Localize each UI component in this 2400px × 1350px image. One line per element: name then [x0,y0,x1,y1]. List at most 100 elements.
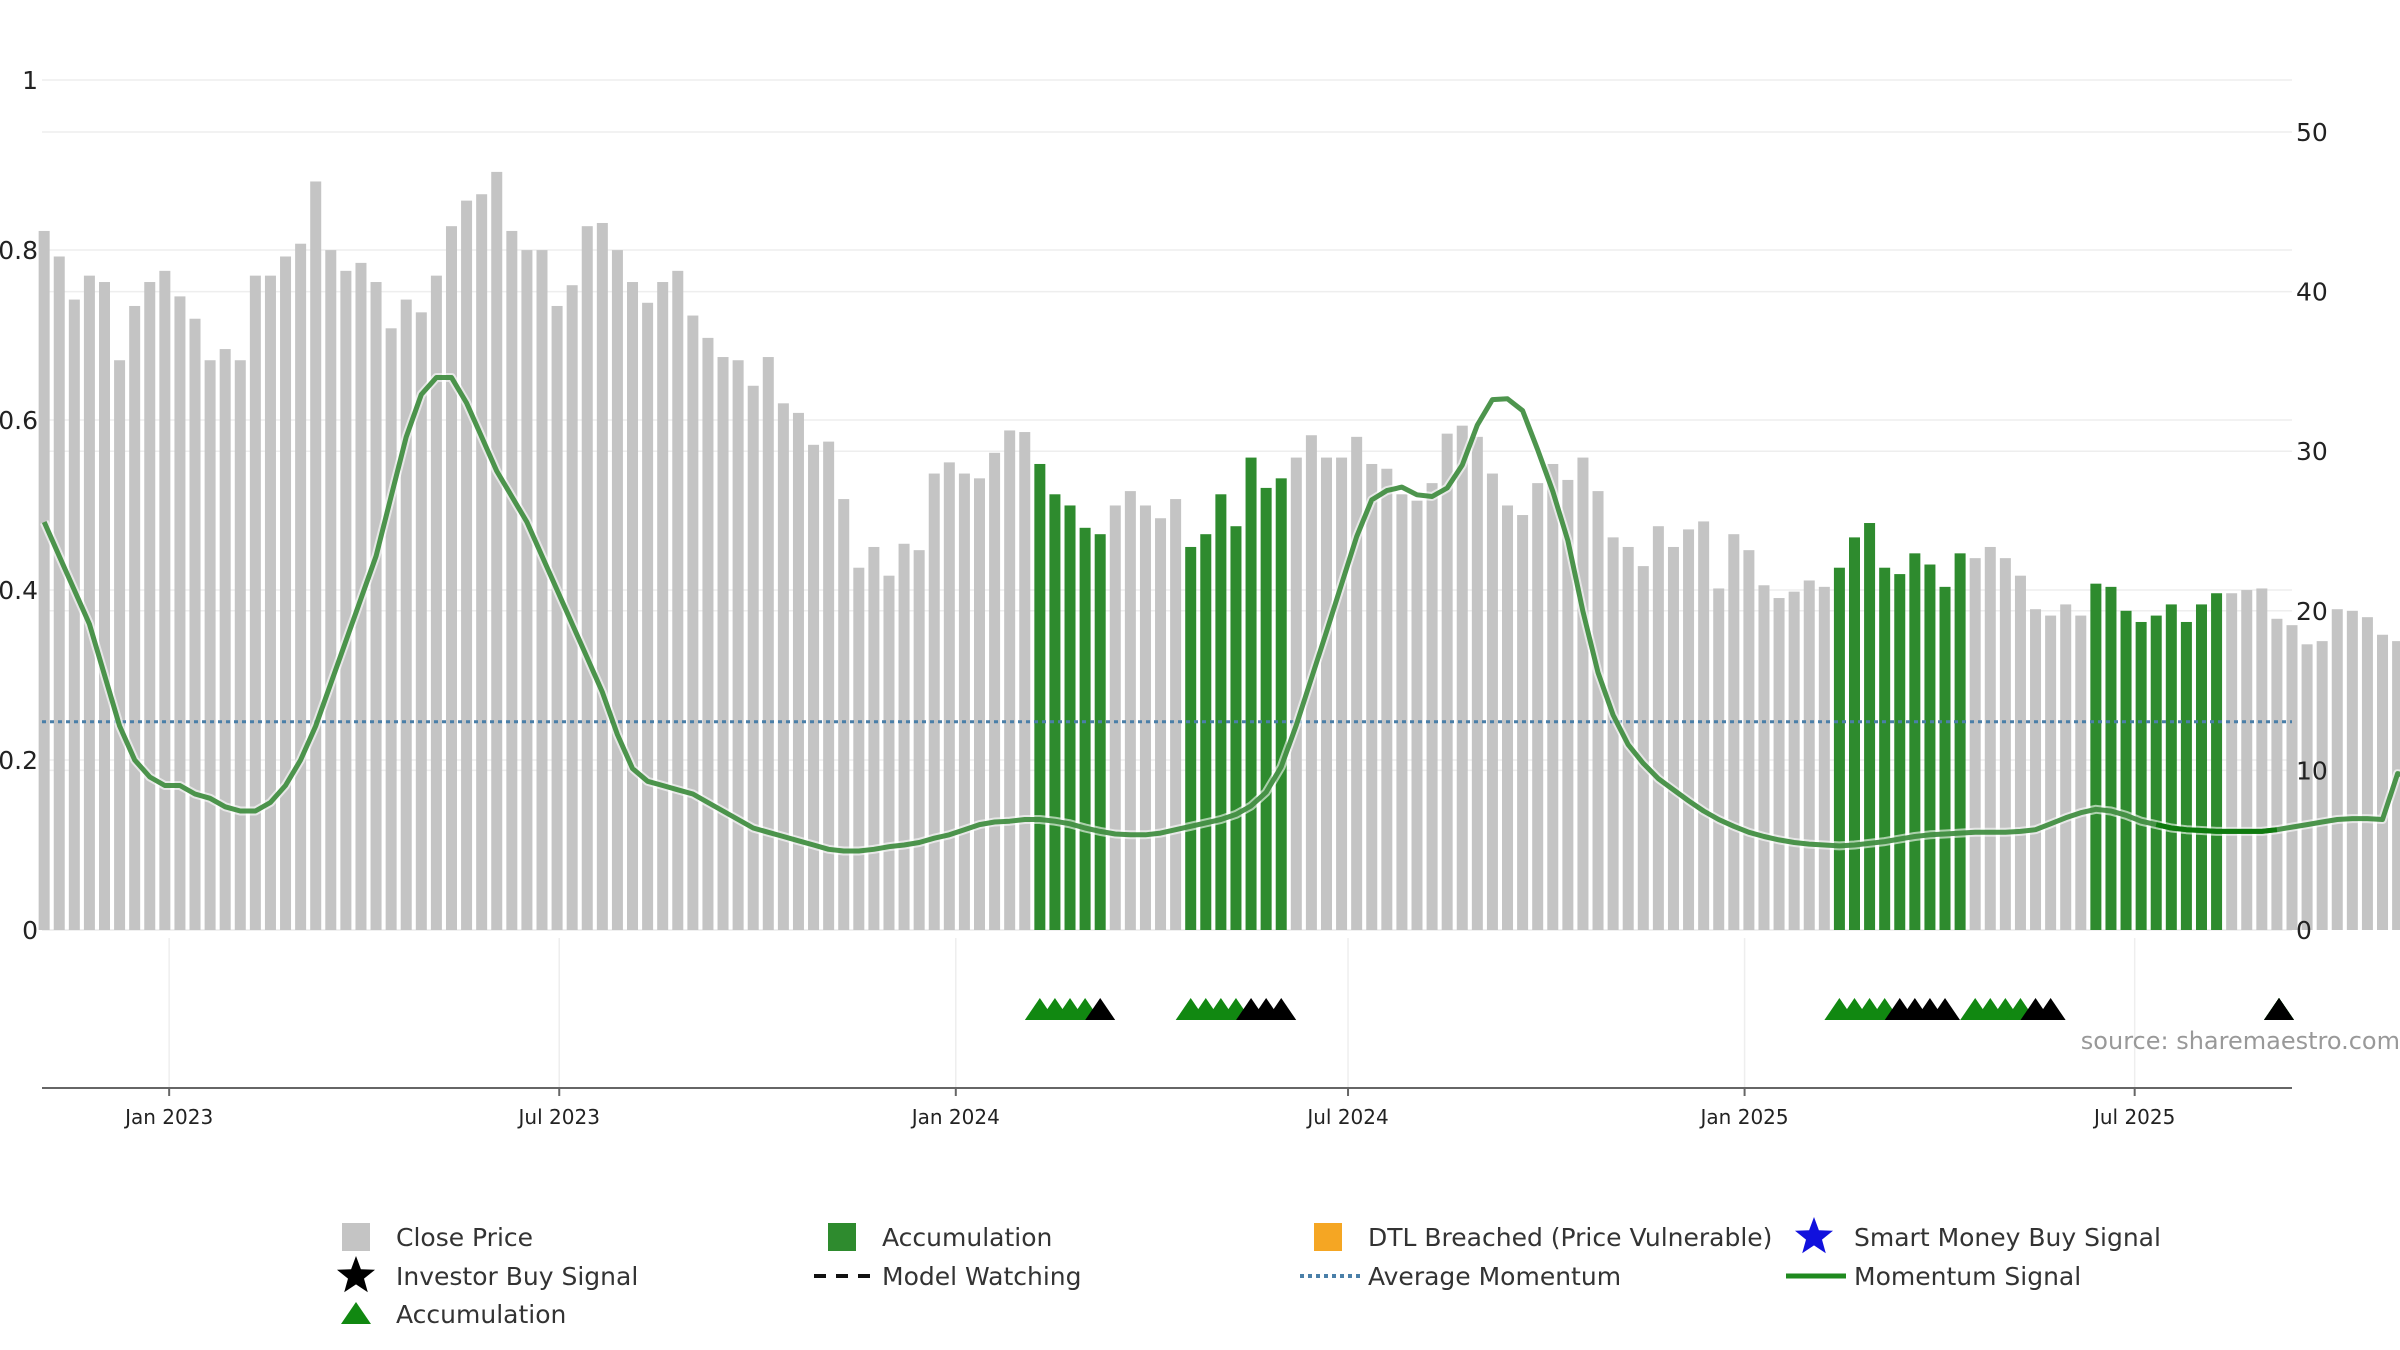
accumulation-bar [1275,478,1287,930]
close-price-bar [476,194,488,930]
close-price-bar [430,275,442,930]
momentum-signal-line [40,373,2400,856]
close-price-bar [1502,505,1514,930]
source-label: source: sharemaestro.com [2081,1027,2400,1055]
close-price-bar [1803,580,1815,930]
close-price-bar [2030,609,2042,930]
left-tick-label: 0.2 [0,746,38,775]
x-axis-ticks: Jan 2023 Jul 2023 Jan 2024 Jul 2024 Jan 2025… [123,1088,2175,1129]
close-price-bar [174,296,186,930]
legend-label: Model Watching [882,1262,1082,1291]
close-price-bar [672,270,684,930]
x-tick-label: Jul 2023 [517,1105,600,1129]
accumulation-bar [1185,546,1197,930]
accumulation-bar [2135,621,2147,930]
close-price-bar [144,282,156,930]
close-price-bar [189,318,201,930]
close-price-bar [400,299,412,931]
close-price-bar [808,444,820,930]
close-price-bar [1004,430,1016,930]
close-price-bar [1019,432,1031,930]
close-price-bar [943,462,955,930]
close-price-bar [536,250,548,930]
close-price-bar [1290,457,1302,930]
close-price-bar [958,473,970,930]
close-price-bar [1788,591,1800,930]
close-price-bar [1547,463,1559,930]
close-price-bar [687,315,699,930]
right-tick-label: 10 [2296,756,2328,785]
accumulation-bar [1954,553,1966,930]
close-price-bar [2045,615,2057,930]
close-price-bar [747,385,759,930]
close-price-bar [732,360,744,930]
legend-label: Accumulation [882,1223,1052,1252]
close-price-bar [1713,588,1725,930]
investor-buy-marker [2264,998,2294,1020]
close-price-bar [234,360,246,930]
investor-buy-marker [2035,998,2066,1020]
accumulation-bar [2090,583,2102,930]
accumulation-bar [2165,604,2177,930]
momentum-signal-highlight [2155,822,2278,834]
close-price-bar [2301,644,2313,930]
close-price-bar [1139,505,1151,930]
close-price-bar [627,282,639,930]
close-price-bar [1999,558,2011,930]
close-price-bar [989,452,1001,930]
x-tick-label: Jan 2023 [123,1105,213,1129]
close-price-bar [280,256,292,930]
legend-swatch-dtl-breached [1314,1223,1342,1251]
close-price-bar [1170,499,1182,930]
accumulation-bar [1230,526,1242,930]
close-price-bar [1592,491,1604,930]
close-price-bar [2271,618,2283,930]
accumulation-bar [2105,586,2117,930]
signal-markers [1024,998,2294,1020]
legend-swatch-close-price [342,1223,370,1251]
accumulation-bar [1879,567,1891,930]
close-price-bar [1969,558,1981,930]
close-price-bar [1758,585,1770,930]
legend-label: Accumulation [396,1300,566,1329]
close-price-bar [1562,479,1574,930]
close-price-bar [68,299,80,931]
close-price-bar [249,275,261,930]
close-price-bar [340,270,352,930]
accumulation-bar [1079,527,1091,930]
close-price-bar [596,222,608,931]
close-price-bar [521,250,533,930]
left-tick-label: 0.6 [0,406,38,435]
momentum-signal-line [41,375,2400,854]
close-price-bar [762,357,774,930]
close-price-bar [717,357,729,930]
close-price-bar [1637,566,1649,930]
close-price-bar [838,499,850,930]
close-price-bar [2331,609,2343,930]
accumulation-bar [1909,553,1921,930]
right-axis-ticks: 0 10 20 30 40 50 [2296,118,2328,945]
close-price-bar [83,275,95,930]
close-price-bar [868,546,880,930]
close-price-bar [1818,586,1830,930]
accumulation-bar [2150,615,2162,930]
accumulation-bar [1260,487,1272,930]
close-price-bar [1396,494,1408,930]
close-price-bar [1743,550,1755,930]
close-price-bar [1351,436,1363,930]
legend-swatch-investor-star [337,1256,375,1293]
close-price-bar [445,226,457,930]
close-price-bar [657,282,669,930]
x-tick-label: Jul 2024 [1305,1105,1388,1129]
close-price-bar [1486,473,1498,930]
x-tick-label: Jan 2025 [1699,1105,1789,1129]
close-price-bar [295,243,307,931]
close-price-bar [777,403,789,930]
left-tick-label: 0.8 [0,236,38,265]
legend-swatch-accumulation-triangle [341,1302,371,1324]
close-price-bar [38,230,50,930]
close-price-bar [1155,518,1167,930]
right-tick-label: 20 [2296,597,2328,626]
close-price-bar [2361,617,2373,930]
